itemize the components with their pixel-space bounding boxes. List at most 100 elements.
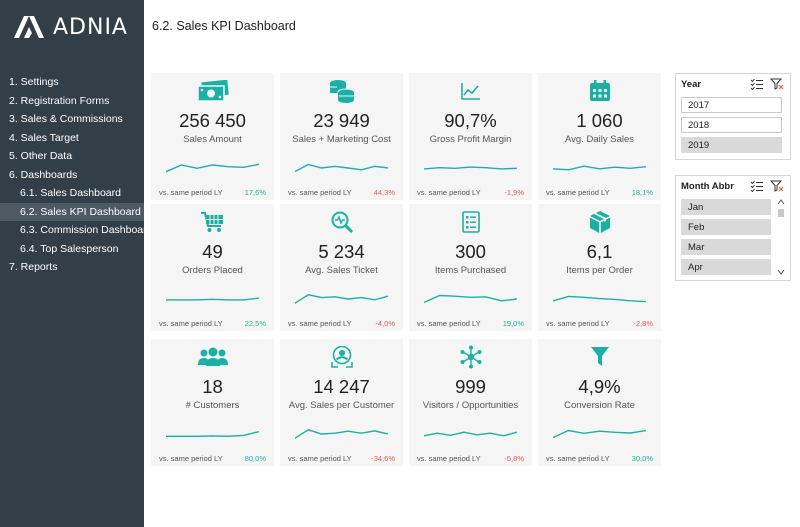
kpi-value: 999 xyxy=(455,376,486,397)
slicer-header: Year xyxy=(676,74,790,96)
kpi-sparkline xyxy=(295,294,388,304)
page-title: 6.2. Sales KPI Dashboard xyxy=(152,19,296,33)
year-2017[interactable]: 2017 xyxy=(681,97,782,113)
kpi-change: 18,1% xyxy=(631,188,653,197)
kpi-card: 90,7% Gross Profit Margin vs. same period … xyxy=(409,73,532,200)
kpi-change: -1,9% xyxy=(504,188,524,197)
comparison-label: vs. same period LY xyxy=(159,319,223,328)
sparkline-path xyxy=(166,163,259,173)
kpi-card: 999 Visitors / Opportunities vs. same peri… xyxy=(409,339,532,466)
sidebar: ADNIA 1. Settings 2. Registration Forms … xyxy=(0,0,153,527)
year-2018[interactable]: 2018 xyxy=(681,117,782,133)
magnifier-icon xyxy=(280,210,403,234)
kpi-change: 22,5% xyxy=(244,319,266,328)
coins-icon xyxy=(280,79,403,103)
clear-filter-icon[interactable] xyxy=(770,78,784,90)
slicer-scrollbar[interactable] xyxy=(776,198,786,276)
comparison-label: vs. same period LY xyxy=(546,319,610,328)
sparkline-path xyxy=(553,165,646,171)
comparison-label: vs. same period LY xyxy=(417,454,481,463)
nav-item-sales-dashboard[interactable]: 6.1. Sales Dashboard xyxy=(20,187,121,199)
calendar-icon xyxy=(538,79,661,103)
kpi-value: 4,9% xyxy=(578,376,621,397)
kpi-value: 14 247 xyxy=(313,376,370,397)
year-slicer-title: Year xyxy=(681,79,702,90)
kpi-sparkline xyxy=(166,163,259,173)
kpi-label: # Customers xyxy=(185,400,240,411)
nav-item-commission-dashboard[interactable]: 6.3. Commission Dashboard xyxy=(20,224,153,236)
multi-select-icon[interactable] xyxy=(750,180,764,192)
kpi-card: 23 949 Sales + Marketing Cost vs. same per… xyxy=(280,73,403,200)
kpi-card: 18 # Customers vs. same period LY 80,0% xyxy=(151,339,274,466)
nav-item-reports[interactable]: 7. Reports xyxy=(9,261,58,273)
nav-item-dashboards[interactable]: 6. Dashboards xyxy=(9,168,78,181)
network-icon xyxy=(409,345,532,369)
kpi-sparkline xyxy=(166,297,259,301)
kpi-label: Items per Order xyxy=(566,265,633,276)
customer-icon xyxy=(280,345,403,369)
nav-item-sales-target[interactable]: 4. Sales Target xyxy=(9,131,79,144)
kpi-value: 256 450 xyxy=(179,110,246,131)
comparison-label: vs. same period LY xyxy=(159,454,223,463)
kpi-change: 80,0% xyxy=(244,454,266,463)
kpi-value: 6,1 xyxy=(586,241,613,262)
kpi-label: Conversion Rate xyxy=(564,400,635,411)
kpi-sparkline xyxy=(424,166,517,170)
kpi-value: 49 xyxy=(202,241,223,262)
nav-item-other-data[interactable]: 5. Other Data xyxy=(9,150,73,162)
kpi-label: Items Purchased xyxy=(434,265,507,276)
month-slicer: Month Abbr Jan Feb Mar Apr xyxy=(675,175,791,281)
kpi-card: 256 450 Sales Amount vs. same period LY 17,… xyxy=(151,73,274,200)
kpi-label: Sales Amount xyxy=(183,134,242,145)
kpi-sparkline xyxy=(553,429,646,439)
kpi-value: 300 xyxy=(455,241,486,262)
kpi-value: 5 234 xyxy=(318,241,365,262)
nav-item-sales-commissions[interactable]: 3. Sales & Commissions xyxy=(9,113,123,125)
comparison-label: vs. same period LY xyxy=(417,319,481,328)
team-icon xyxy=(151,345,274,369)
kpi-change: -2,8% xyxy=(633,319,653,328)
comparison-label: vs. same period LY xyxy=(288,188,352,197)
kpi-card: 6,1 Items per Order vs. same period LY -2,8… xyxy=(538,204,661,331)
comparison-label: vs. same period LY xyxy=(417,188,481,197)
year-2019[interactable]: 2019 xyxy=(681,137,782,153)
clear-filter-icon[interactable] xyxy=(770,180,784,192)
kpi-card: 300 Items Purchased vs. same period LY 19,0… xyxy=(409,204,532,331)
kpi-change: 44,3% xyxy=(373,188,395,197)
slicer-header: Month Abbr xyxy=(676,176,790,198)
sparkline-path xyxy=(424,166,517,170)
nav-item-top-salesperson[interactable]: 6.4. Top Salesperson xyxy=(20,242,119,255)
kpi-card: 4,9% Conversion Rate vs. same period LY 30,… xyxy=(538,339,661,466)
kpi-sparkline xyxy=(295,429,388,439)
kpi-sparkline xyxy=(424,294,517,304)
month-jan[interactable]: Jan xyxy=(681,199,771,215)
kpi-card: 14 247 Avg. Sales per Customer vs. same pe… xyxy=(280,339,403,466)
month-feb[interactable]: Feb xyxy=(681,219,771,235)
kpi-value: 1 060 xyxy=(576,110,623,131)
nav-item-sales-kpi-dashboard[interactable]: 6.2. Sales KPI Dashboard xyxy=(0,202,144,221)
comparison-label: vs. same period LY xyxy=(288,454,352,463)
kpi-label: Orders Placed xyxy=(182,265,243,276)
kpi-value: 23 949 xyxy=(313,110,370,131)
adnia-logo-icon xyxy=(14,16,44,38)
comparison-label: vs. same period LY xyxy=(288,319,352,328)
logo-text: ADNIA xyxy=(53,14,128,40)
kpi-change: -34,6% xyxy=(371,454,395,463)
box-icon xyxy=(538,210,661,234)
kpi-value: 18 xyxy=(202,376,223,397)
kpi-label: Avg. Sales Ticket xyxy=(305,265,378,276)
month-mar[interactable]: Mar xyxy=(681,239,771,255)
nav-item-settings[interactable]: 1. Settings xyxy=(9,76,59,88)
month-apr[interactable]: Apr xyxy=(681,259,771,275)
sparkline-path xyxy=(166,431,259,438)
kpi-sparkline xyxy=(424,431,517,437)
kpi-change: -5,8% xyxy=(504,454,524,463)
kpi-value: 90,7% xyxy=(444,110,497,131)
sparkline-path xyxy=(295,163,388,173)
nav-item-registration-forms[interactable]: 2. Registration Forms xyxy=(9,94,110,107)
sparkline-path xyxy=(295,429,388,439)
comparison-label: vs. same period LY xyxy=(546,188,610,197)
multi-select-icon[interactable] xyxy=(750,78,764,90)
cart-icon xyxy=(151,210,274,234)
kpi-sparkline xyxy=(166,431,259,438)
